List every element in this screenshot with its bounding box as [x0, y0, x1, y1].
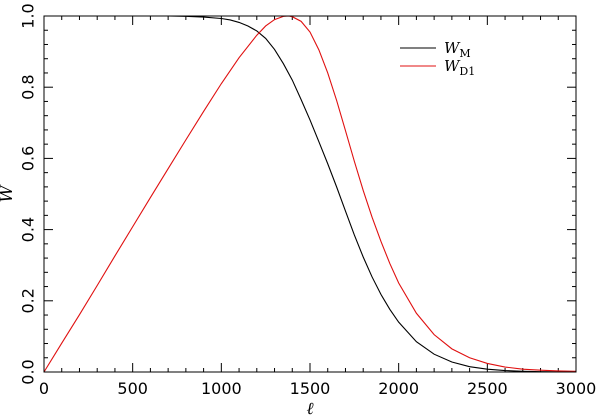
- x-tick-label: 1000: [201, 379, 242, 398]
- plot-frame: [43, 15, 577, 373]
- labels-layer: 0 500 1000 1500 2000 2500 3000 0.0 0.2 0.4 0.6 0.8 1…: [19, 3, 597, 398]
- y-axis-title: W: [0, 184, 17, 203]
- legend-label: WD1: [444, 57, 475, 78]
- x-tick-label: 0: [39, 379, 49, 398]
- x-tick-label: 1500: [290, 379, 331, 398]
- y-tick-label: 0.2: [19, 288, 38, 313]
- series-layer: [43, 15, 577, 373]
- x-tick-label: 3000: [556, 379, 597, 398]
- y-tick-label: 0.8: [19, 74, 38, 99]
- series-line-w-d1: [43, 15, 577, 373]
- y-tick-label: 1.0: [19, 3, 38, 28]
- legend-label: WM: [444, 39, 471, 60]
- y-tick-label: 0.0: [19, 359, 38, 384]
- y-tick-label: 0.4: [19, 217, 38, 242]
- x-tick-label: 500: [117, 379, 148, 398]
- x-tick-label: 2000: [378, 379, 419, 398]
- y-tick-label: 0.6: [19, 146, 38, 171]
- x-axis-title: ℓ: [306, 399, 313, 418]
- series-line-w-m: [44, 15, 577, 373]
- x-tick-label: 2500: [467, 379, 508, 398]
- ticks-layer: [43, 15, 577, 373]
